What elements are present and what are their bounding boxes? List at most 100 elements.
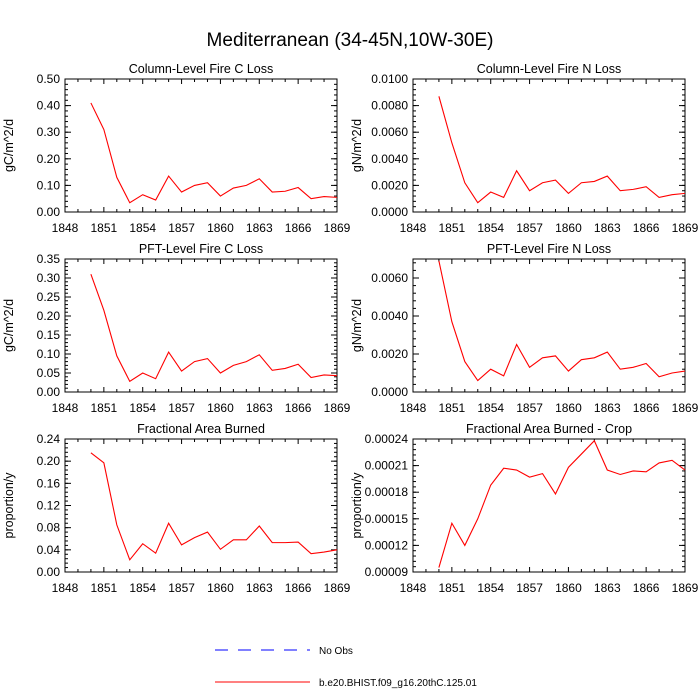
x-tick-label: 1860 [555, 581, 582, 595]
x-tick-label: 1869 [672, 221, 699, 235]
y-tick-label: 0.00024 [365, 432, 409, 446]
x-tick-label: 1869 [324, 581, 351, 595]
y-tick-label: 0.50 [37, 72, 61, 86]
y-axis-label: gC/m^2/d [2, 119, 16, 172]
x-tick-label: 1866 [285, 581, 312, 595]
x-tick-label: 1848 [52, 221, 79, 235]
y-tick-label: 0.10 [37, 178, 61, 192]
panel-title: PFT-Level Fire C Loss [139, 242, 263, 256]
panel-title: Fractional Area Burned [137, 422, 265, 436]
chart-panel-2: Column-Level Fire N Loss 1848 1851 1854 1857… [350, 62, 699, 235]
legend-label: No Obs [319, 646, 353, 657]
figure-title: Mediterranean (34-45N,10W-30E) [207, 30, 494, 51]
y-tick-label: 0.0000 [371, 385, 408, 399]
y-tick-label: 0.05 [37, 366, 61, 380]
series-line [438, 260, 686, 382]
plot-frame [412, 258, 686, 393]
y-tick-label: 0.00 [37, 565, 61, 579]
x-tick-label: 1857 [516, 221, 543, 235]
legend: No Obs b.e20.BHIST.f09_g16.20thC.125.01 [215, 646, 477, 689]
y-axis-label: gN/m^2/d [350, 299, 364, 352]
x-tick-label: 1863 [246, 221, 273, 235]
y-tick-label: 0.0020 [371, 347, 408, 361]
x-tick-label: 1848 [400, 581, 427, 595]
x-tick-label: 1854 [129, 401, 156, 415]
y-tick-label: 0.40 [37, 99, 61, 113]
panel-title: Column-Level Fire N Loss [477, 62, 622, 76]
x-tick-label: 1851 [439, 581, 466, 595]
series-line [438, 439, 686, 568]
y-tick-label: 0.20 [37, 152, 61, 166]
legend-label: b.e20.BHIST.f09_g16.20thC.125.01 [319, 678, 477, 689]
x-tick-label: 1860 [207, 581, 234, 595]
x-tick-label: 1857 [516, 581, 543, 595]
series-line [90, 452, 338, 561]
chart-panel-3: PFT-Level Fire C Loss 1848 1851 1854 1857 186… [2, 242, 351, 415]
y-tick-label: 0.16 [37, 476, 61, 490]
x-tick-label: 1851 [91, 221, 118, 235]
x-tick-label: 1848 [400, 221, 427, 235]
x-tick-label: 1869 [324, 401, 351, 415]
x-tick-label: 1857 [516, 401, 543, 415]
x-tick-label: 1866 [633, 221, 660, 235]
panel-title: Fractional Area Burned - Crop [466, 422, 632, 436]
x-tick-label: 1857 [168, 581, 195, 595]
y-tick-label: 0.30 [37, 271, 61, 285]
x-tick-label: 1863 [594, 401, 621, 415]
x-tick-label: 1857 [168, 401, 195, 415]
y-tick-label: 0.00012 [365, 538, 409, 552]
plot-frame [64, 258, 338, 393]
chart-panel-6: Fractional Area Burned - Crop 1848 1851 185… [350, 422, 699, 595]
x-tick-label: 1866 [285, 221, 312, 235]
x-tick-label: 1851 [91, 581, 118, 595]
plot-frame [64, 78, 338, 213]
x-tick-label: 1860 [555, 221, 582, 235]
y-axis-label: gC/m^2/d [2, 299, 16, 352]
x-tick-label: 1863 [594, 581, 621, 595]
y-axis-label: proportion/y [350, 472, 364, 539]
y-tick-label: 0.0040 [371, 152, 408, 166]
series-line [438, 96, 686, 204]
plot-frame [412, 438, 686, 573]
x-tick-label: 1854 [477, 401, 504, 415]
y-tick-label: 0.0040 [371, 309, 408, 323]
plot-frame [412, 78, 686, 213]
x-tick-label: 1848 [52, 581, 79, 595]
y-tick-label: 0.10 [37, 347, 61, 361]
y-tick-label: 0.24 [37, 432, 61, 446]
y-tick-label: 0.0020 [371, 178, 408, 192]
y-tick-label: 0.15 [37, 328, 61, 342]
y-tick-label: 0.00009 [365, 565, 409, 579]
y-tick-label: 0.35 [37, 252, 61, 266]
x-tick-label: 1869 [672, 401, 699, 415]
series-line [90, 274, 338, 383]
y-tick-label: 0.12 [37, 499, 61, 513]
chart-panel-4: PFT-Level Fire N Loss 1848 1851 1854 1857 186… [350, 242, 699, 415]
y-tick-label: 0.08 [37, 521, 61, 535]
y-tick-label: 0.30 [37, 125, 61, 139]
y-tick-label: 0.00 [37, 385, 61, 399]
x-tick-label: 1851 [91, 401, 118, 415]
x-tick-label: 1860 [555, 401, 582, 415]
y-tick-label: 0.0000 [371, 205, 408, 219]
x-tick-label: 1866 [285, 401, 312, 415]
panel-title: Column-Level Fire C Loss [129, 62, 274, 76]
chart-panel-1: Column-Level Fire C Loss 1848 1851 1854 1857… [2, 62, 351, 235]
x-tick-label: 1860 [207, 221, 234, 235]
y-tick-label: 0.20 [37, 454, 61, 468]
x-tick-label: 1854 [477, 581, 504, 595]
y-tick-label: 0.0080 [371, 99, 408, 113]
panels: Column-Level Fire C Loss 1848 1851 1854 1857… [2, 62, 699, 595]
x-tick-label: 1854 [477, 221, 504, 235]
y-tick-label: 0.00018 [365, 485, 409, 499]
x-tick-label: 1866 [633, 581, 660, 595]
y-tick-label: 0.00021 [365, 459, 409, 473]
x-tick-label: 1869 [672, 581, 699, 595]
chart-panel-5: Fractional Area Burned 1848 1851 1854 1857 18… [2, 422, 351, 595]
x-tick-label: 1866 [633, 401, 660, 415]
y-tick-label: 0.04 [37, 543, 61, 557]
y-axis-label: proportion/y [2, 472, 16, 539]
y-tick-label: 0.0060 [371, 125, 408, 139]
y-tick-label: 0.0100 [371, 72, 408, 86]
x-tick-label: 1848 [52, 401, 79, 415]
